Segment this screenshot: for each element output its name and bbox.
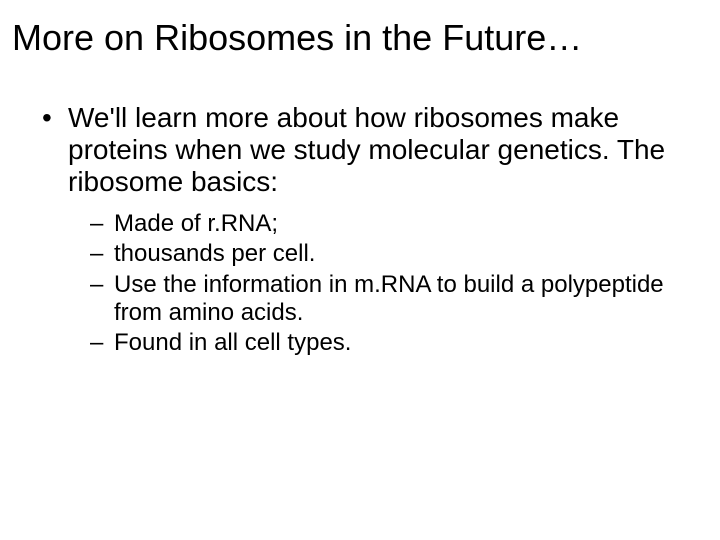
slide: More on Ribosomes in the Future… We'll l… (0, 0, 720, 540)
list-item: We'll learn more about how ribosomes mak… (40, 102, 680, 358)
bullet-text: thousands per cell. (114, 240, 315, 267)
list-item: Use the information in m.RNA to build a … (90, 271, 680, 328)
list-item: Made of r.RNA; (90, 210, 680, 238)
bullet-text: Made of r.RNA; (114, 210, 278, 237)
bullet-list-level2: Made of r.RNA; thousands per cell. Use t… (68, 210, 680, 358)
slide-title: More on Ribosomes in the Future… (0, 0, 720, 58)
bullet-text: Use the information in m.RNA to build a … (114, 271, 664, 326)
list-item: thousands per cell. (90, 240, 680, 268)
bullet-text: Found in all cell types. (114, 329, 351, 356)
bullet-list-level1: We'll learn more about how ribosomes mak… (40, 102, 680, 358)
list-item: Found in all cell types. (90, 329, 680, 357)
slide-body: We'll learn more about how ribosomes mak… (0, 58, 720, 358)
bullet-text: We'll learn more about how ribosomes mak… (68, 102, 665, 197)
